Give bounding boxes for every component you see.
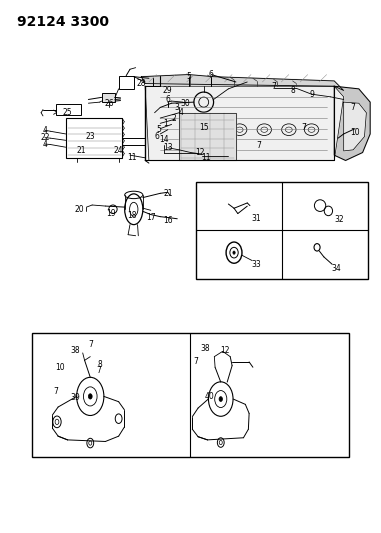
Bar [32, 333, 349, 457]
Bar [56, 104, 81, 115]
Text: 5: 5 [186, 72, 191, 81]
Polygon shape [141, 75, 344, 91]
Bar [118, 76, 134, 90]
Text: 11: 11 [127, 153, 137, 162]
Text: 12: 12 [220, 346, 229, 355]
Text: 10: 10 [55, 363, 65, 372]
Text: 18: 18 [127, 211, 137, 220]
Polygon shape [145, 86, 344, 160]
Text: 92124 3300: 92124 3300 [16, 14, 109, 29]
Text: 21: 21 [163, 189, 173, 198]
Text: 20: 20 [74, 205, 84, 214]
Bar [196, 182, 368, 279]
Text: 10: 10 [350, 128, 360, 138]
Text: 39: 39 [70, 393, 80, 402]
Ellipse shape [219, 397, 223, 401]
Polygon shape [344, 102, 367, 151]
Text: 7: 7 [301, 123, 306, 132]
Text: 1: 1 [163, 119, 168, 128]
Text: 3: 3 [175, 103, 180, 112]
Text: 11: 11 [201, 153, 210, 162]
Text: 14: 14 [159, 135, 169, 144]
Text: 8: 8 [98, 360, 102, 368]
Ellipse shape [233, 251, 235, 254]
Bar [66, 118, 122, 158]
Text: 28: 28 [136, 79, 146, 88]
Text: 5: 5 [156, 125, 161, 134]
Text: 6: 6 [165, 95, 170, 104]
Text: 31: 31 [251, 214, 261, 223]
Text: 38: 38 [70, 346, 80, 355]
Text: 7: 7 [88, 341, 93, 350]
Text: 2: 2 [171, 114, 176, 123]
Text: 38: 38 [201, 344, 210, 353]
Text: 26: 26 [104, 99, 114, 108]
Text: 7: 7 [256, 141, 261, 150]
Text: 22: 22 [40, 133, 50, 142]
Text: 17: 17 [146, 213, 155, 222]
Text: 16: 16 [163, 216, 173, 225]
Text: 7: 7 [271, 82, 276, 91]
Text: 40: 40 [205, 392, 214, 401]
Text: 7: 7 [351, 103, 355, 112]
Text: 24: 24 [114, 147, 123, 156]
Text: 4: 4 [179, 108, 184, 117]
Text: 8: 8 [290, 86, 295, 95]
Text: 9: 9 [309, 90, 314, 99]
Text: 12: 12 [195, 148, 205, 157]
Text: 7: 7 [194, 358, 199, 367]
Text: 6: 6 [209, 70, 214, 79]
Text: 34: 34 [332, 264, 342, 273]
Text: 30: 30 [180, 99, 190, 108]
Text: 4: 4 [42, 126, 47, 135]
Text: 32: 32 [334, 215, 344, 224]
Text: 19: 19 [106, 209, 116, 218]
Polygon shape [334, 86, 370, 160]
Text: 13: 13 [163, 143, 173, 152]
Text: 4: 4 [42, 140, 47, 149]
Text: 7: 7 [54, 386, 59, 395]
Polygon shape [179, 113, 236, 160]
Text: 6: 6 [154, 132, 159, 141]
Ellipse shape [88, 394, 92, 399]
Text: 29: 29 [163, 86, 173, 95]
Text: 23: 23 [85, 132, 95, 141]
Text: 33: 33 [252, 260, 262, 269]
Text: 15: 15 [199, 123, 208, 132]
Text: 21: 21 [76, 147, 86, 156]
Text: 25: 25 [63, 108, 72, 117]
Bar [102, 93, 115, 102]
Text: 7: 7 [96, 367, 101, 375]
